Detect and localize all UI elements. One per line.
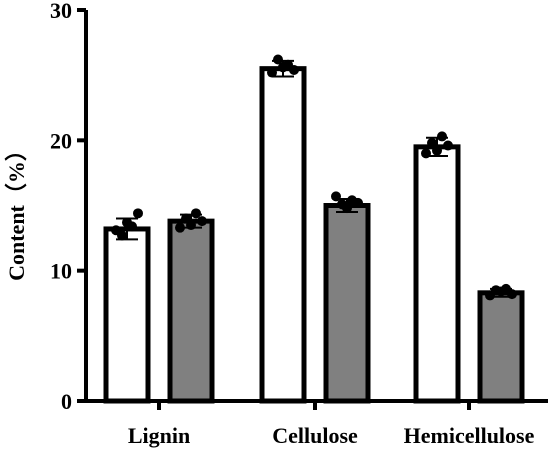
data-point	[421, 148, 431, 159]
bar	[167, 218, 215, 404]
data-point	[117, 230, 127, 241]
data-point	[342, 203, 352, 214]
x-category-label: Cellulose	[272, 423, 358, 448]
y-axis-title: Content（%）	[4, 139, 29, 281]
data-point	[273, 54, 283, 65]
data-point	[127, 221, 137, 232]
data-point	[432, 145, 442, 156]
bar	[477, 290, 525, 404]
data-point	[437, 131, 447, 142]
y-tick-label: 30	[50, 0, 72, 23]
data-point	[331, 191, 341, 202]
data-point	[507, 289, 517, 300]
data-point	[197, 216, 207, 227]
data-point	[186, 220, 196, 231]
bar	[103, 226, 151, 404]
x-category-label: Lignin	[128, 423, 190, 448]
data-point	[133, 208, 143, 219]
data-point	[353, 197, 363, 208]
data-point	[267, 67, 277, 78]
bar	[323, 203, 371, 404]
y-tick-label: 10	[50, 259, 72, 284]
y-ticks: 0 10 20 30	[50, 0, 86, 414]
data-point	[175, 222, 185, 233]
bar	[259, 66, 307, 404]
data-point	[289, 64, 299, 75]
x-category-labels: Lignin Cellulose Hemicellulose	[128, 401, 535, 448]
data-point	[427, 137, 437, 148]
bars-layer	[103, 54, 525, 404]
bar	[413, 144, 461, 404]
x-category-label: Hemicellulose	[404, 423, 535, 448]
y-tick-label: 0	[61, 389, 72, 414]
y-tick-label: 20	[50, 128, 72, 153]
data-point	[443, 140, 453, 151]
data-point	[191, 208, 201, 219]
